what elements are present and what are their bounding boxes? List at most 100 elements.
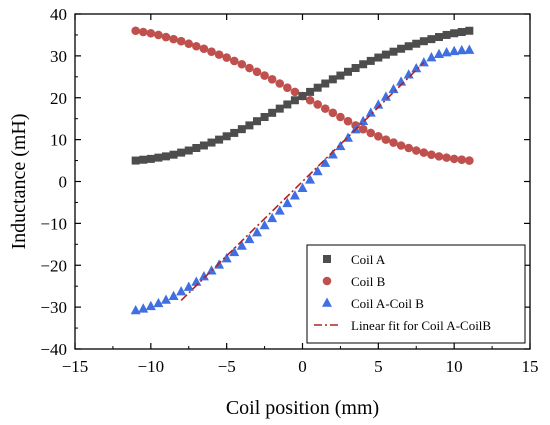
data-point — [176, 36, 186, 46]
legend-swatch — [323, 255, 331, 263]
data-point — [162, 152, 170, 161]
data-point — [161, 294, 171, 304]
axes — [74, 13, 531, 350]
data-point — [335, 140, 346, 151]
x-tick-label: 5 — [374, 357, 383, 376]
data-point — [343, 116, 353, 126]
data-point — [198, 271, 209, 281]
y-tick-label: −20 — [40, 256, 67, 275]
legend-swatch — [322, 297, 332, 307]
data-point — [365, 107, 376, 117]
data-point — [139, 155, 148, 164]
data-point — [374, 131, 383, 141]
data-point — [191, 276, 202, 286]
data-point — [381, 135, 391, 144]
y-tick-label: −10 — [40, 214, 67, 233]
data-point — [374, 53, 383, 62]
data-point — [297, 182, 308, 192]
x-tick-label: −15 — [62, 357, 89, 376]
data-point — [168, 290, 179, 301]
data-point — [344, 67, 352, 76]
data-point — [131, 26, 140, 36]
data-point — [336, 112, 345, 122]
data-point — [358, 115, 369, 125]
data-point — [442, 30, 451, 39]
tick-labels: −15 −10 −5 0 5 10 15 −40 −30 −20 −10 0 10 20 30 40 — [40, 5, 538, 376]
legend-entry-label: Coil B — [351, 274, 386, 289]
linear-fit-line — [180, 62, 425, 301]
data-point — [320, 104, 330, 113]
data-point — [130, 304, 141, 315]
x-tick-label: 15 — [522, 357, 539, 376]
data-point — [381, 50, 390, 59]
data-point — [169, 150, 178, 159]
data-point — [184, 146, 193, 155]
y-tick-label: 10 — [50, 131, 67, 150]
data-point — [404, 143, 413, 153]
data-point — [313, 100, 322, 109]
data-point — [184, 39, 194, 49]
data-point — [312, 165, 323, 176]
data-point — [373, 99, 384, 109]
x-tick-label: 10 — [446, 357, 463, 376]
data-point — [282, 197, 293, 208]
data-point — [389, 47, 398, 56]
data-point — [145, 300, 156, 311]
data-point — [441, 47, 452, 57]
data-point — [244, 233, 255, 244]
data-point — [252, 227, 262, 237]
data-point — [289, 190, 300, 200]
data-point — [154, 153, 163, 162]
data-point — [153, 297, 164, 308]
data-point — [457, 155, 467, 165]
data-point — [215, 135, 224, 144]
y-tick-label: 40 — [50, 5, 67, 24]
legend-swatch — [322, 276, 332, 286]
data-point — [245, 63, 254, 73]
data-point — [146, 154, 155, 163]
data-point — [290, 87, 300, 97]
data-point — [427, 150, 436, 159]
data-point — [146, 28, 156, 38]
data-point — [237, 125, 246, 134]
data-point — [199, 141, 208, 150]
x-tick-label: −10 — [138, 357, 165, 376]
x-tick-label: 0 — [298, 357, 307, 376]
data-point — [222, 132, 231, 141]
data-point — [366, 56, 375, 65]
y-tick-label: −40 — [40, 340, 67, 359]
data-point — [397, 44, 406, 53]
data-point — [366, 128, 376, 138]
data-point — [260, 113, 269, 122]
legend-entry-label: Linear fit for Coil A-CoilB — [351, 318, 491, 333]
data-point — [207, 47, 216, 56]
y-tick-label: 0 — [59, 173, 68, 192]
legend-box — [306, 244, 526, 344]
data-point — [359, 60, 368, 69]
data-point — [260, 71, 269, 80]
data-point — [229, 246, 240, 257]
legend-entry-label: Coil A-Coil B — [351, 296, 424, 311]
data-point — [411, 146, 421, 155]
data-point — [449, 154, 459, 164]
data-point — [138, 27, 148, 37]
data-point — [275, 104, 284, 113]
y-axis-label: Inductance (mH) — [8, 113, 30, 249]
data-point — [236, 240, 247, 250]
data-point — [327, 149, 338, 159]
data-point — [434, 48, 444, 58]
data-point — [245, 121, 254, 130]
data-point — [259, 219, 270, 230]
data-point — [154, 30, 163, 40]
data-point — [222, 53, 231, 62]
data-point — [358, 124, 368, 134]
data-point — [336, 71, 345, 80]
data-point — [412, 39, 421, 48]
data-point — [450, 29, 459, 38]
data-point — [283, 83, 292, 92]
y-tick-label: 30 — [50, 47, 67, 66]
data-point — [313, 83, 322, 92]
data-point — [221, 253, 232, 263]
data-point — [411, 62, 422, 73]
